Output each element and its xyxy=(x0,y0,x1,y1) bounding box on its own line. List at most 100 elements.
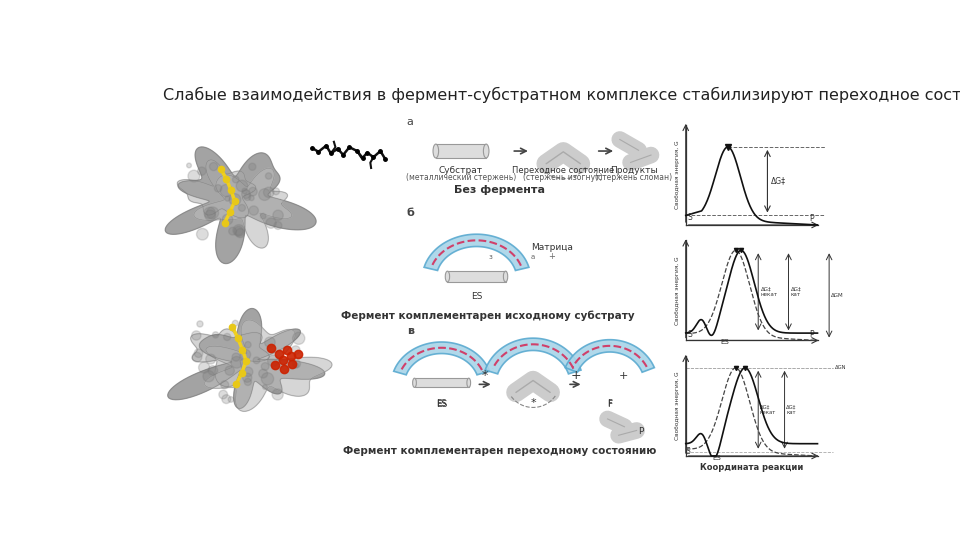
Polygon shape xyxy=(394,342,490,375)
Text: б: б xyxy=(407,208,415,219)
Text: F: F xyxy=(608,401,612,409)
Circle shape xyxy=(225,196,230,201)
Text: ΔGM: ΔGM xyxy=(831,293,844,298)
Text: P: P xyxy=(809,330,814,339)
Text: Переходное состояние: Переходное состояние xyxy=(513,166,614,174)
Polygon shape xyxy=(436,144,486,158)
Circle shape xyxy=(206,207,219,219)
Circle shape xyxy=(242,190,251,199)
Text: ΔG‡
кат: ΔG‡ кат xyxy=(786,404,797,415)
Circle shape xyxy=(212,332,219,338)
Text: Продукты: Продукты xyxy=(610,166,658,174)
Circle shape xyxy=(249,206,258,215)
Text: F: F xyxy=(608,399,612,408)
Circle shape xyxy=(229,194,241,205)
Circle shape xyxy=(249,195,254,201)
Circle shape xyxy=(192,352,202,362)
Text: Фермент комплементарен переходному состоянию: Фермент комплементарен переходному состо… xyxy=(343,446,657,456)
Text: а: а xyxy=(531,254,535,260)
Circle shape xyxy=(245,341,252,348)
Text: з: з xyxy=(489,254,492,260)
Circle shape xyxy=(204,207,215,219)
Ellipse shape xyxy=(433,144,439,158)
Text: *: * xyxy=(482,369,488,382)
Circle shape xyxy=(259,369,268,378)
Circle shape xyxy=(253,357,260,364)
Circle shape xyxy=(188,170,200,182)
Text: ES: ES xyxy=(437,399,446,408)
Circle shape xyxy=(266,218,276,228)
Circle shape xyxy=(273,188,279,195)
Text: Координата реакции: Координата реакции xyxy=(700,463,804,472)
Circle shape xyxy=(197,228,208,240)
Text: S: S xyxy=(687,213,692,221)
Text: +: + xyxy=(548,252,556,261)
Circle shape xyxy=(235,228,245,238)
Circle shape xyxy=(268,355,278,366)
Circle shape xyxy=(240,349,251,360)
Text: ΔGN: ΔGN xyxy=(835,366,847,370)
Text: P: P xyxy=(809,214,814,223)
Circle shape xyxy=(261,373,274,385)
Circle shape xyxy=(204,210,216,221)
Polygon shape xyxy=(194,168,292,248)
Circle shape xyxy=(220,184,232,197)
Ellipse shape xyxy=(484,144,489,158)
Circle shape xyxy=(292,346,300,354)
Circle shape xyxy=(224,333,230,341)
Text: Свободная энергия, G: Свободная энергия, G xyxy=(675,256,680,325)
Ellipse shape xyxy=(503,271,508,282)
Polygon shape xyxy=(415,378,468,387)
Circle shape xyxy=(232,353,240,361)
Circle shape xyxy=(249,163,256,170)
Text: Матрица: Матрица xyxy=(531,242,572,252)
Polygon shape xyxy=(168,308,324,408)
Text: S: S xyxy=(687,330,692,339)
Circle shape xyxy=(265,173,272,179)
Circle shape xyxy=(260,213,266,219)
Text: Субстрат: Субстрат xyxy=(439,166,483,174)
Circle shape xyxy=(293,360,300,368)
Text: ΔG‡
некат: ΔG‡ некат xyxy=(760,286,778,297)
Circle shape xyxy=(243,373,252,382)
Circle shape xyxy=(264,187,274,198)
Polygon shape xyxy=(565,340,655,372)
Circle shape xyxy=(249,187,257,196)
Text: (стержень сломан): (стержень сломан) xyxy=(595,173,672,183)
Text: (металлический стержень): (металлический стержень) xyxy=(406,173,516,183)
Text: ΔG‡: ΔG‡ xyxy=(771,177,785,186)
Circle shape xyxy=(263,384,267,389)
Text: +: + xyxy=(570,369,581,382)
Circle shape xyxy=(232,320,238,326)
Circle shape xyxy=(234,226,243,235)
Circle shape xyxy=(261,362,269,370)
Circle shape xyxy=(293,332,305,345)
Circle shape xyxy=(230,356,243,368)
Circle shape xyxy=(272,389,283,400)
Circle shape xyxy=(194,349,203,357)
Circle shape xyxy=(233,225,245,237)
Circle shape xyxy=(225,366,234,375)
Circle shape xyxy=(273,210,283,220)
Text: ES: ES xyxy=(712,455,721,461)
Circle shape xyxy=(242,188,248,194)
Circle shape xyxy=(238,205,246,211)
Circle shape xyxy=(222,214,232,225)
Ellipse shape xyxy=(467,378,470,387)
Text: +: + xyxy=(619,371,629,381)
Text: в: в xyxy=(407,326,414,336)
Text: Слабые взаимодействия в фермент-субстратном комплексе стабилизируют переходное с: Слабые взаимодействия в фермент-субстрат… xyxy=(162,86,960,103)
Circle shape xyxy=(244,379,252,386)
Polygon shape xyxy=(204,320,332,411)
Polygon shape xyxy=(447,271,506,282)
Circle shape xyxy=(222,395,230,403)
Text: Без фермента: Без фермента xyxy=(454,185,545,195)
Polygon shape xyxy=(485,338,581,374)
Text: Свободная энергия, G: Свободная энергия, G xyxy=(675,140,680,209)
Circle shape xyxy=(221,381,228,389)
Polygon shape xyxy=(165,147,316,264)
Circle shape xyxy=(198,167,206,176)
Circle shape xyxy=(192,331,201,340)
Circle shape xyxy=(219,390,228,399)
Text: ΔG‡
кат: ΔG‡ кат xyxy=(791,286,802,297)
